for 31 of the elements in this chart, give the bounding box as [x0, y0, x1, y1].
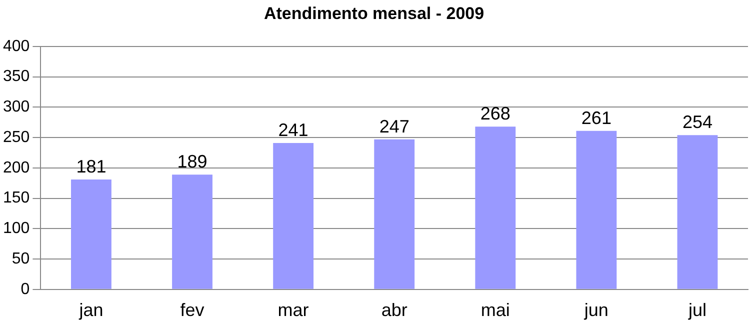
x-tick-label: abr: [381, 300, 408, 320]
data-label: 268: [480, 104, 510, 124]
data-label: 181: [76, 156, 106, 176]
x-tick-label: mai: [480, 300, 510, 320]
bar: [273, 142, 314, 289]
data-label: 241: [278, 120, 308, 140]
bar: [71, 179, 112, 289]
y-tick-label: 150: [2, 190, 30, 207]
y-tick-label: 0: [20, 280, 30, 298]
y-tick-label: 50: [12, 250, 30, 268]
y-tick-label: 100: [2, 220, 30, 238]
y-tick-label: 350: [2, 68, 30, 86]
bar: [172, 174, 212, 289]
data-label: 247: [379, 116, 410, 136]
x-tick-label: jan: [78, 300, 104, 320]
data-label: 189: [177, 152, 208, 172]
data-label: 261: [581, 108, 612, 128]
y-tick-label: 400: [2, 38, 30, 55]
x-tick-label: jun: [583, 300, 608, 320]
bar: [576, 130, 617, 289]
bar: [475, 126, 516, 289]
data-label: 254: [682, 112, 712, 132]
x-tick-label: fev: [180, 300, 204, 320]
y-tick-label: 200: [2, 159, 30, 176]
bar: [677, 135, 718, 289]
bar: [374, 139, 415, 289]
chart-title: Atendimento mensal - 2009: [264, 4, 484, 23]
x-tick-label: mar: [278, 300, 309, 320]
y-tick-label: 250: [2, 128, 30, 146]
y-tick-label: 300: [2, 98, 30, 116]
x-tick-label: jul: [687, 300, 706, 320]
